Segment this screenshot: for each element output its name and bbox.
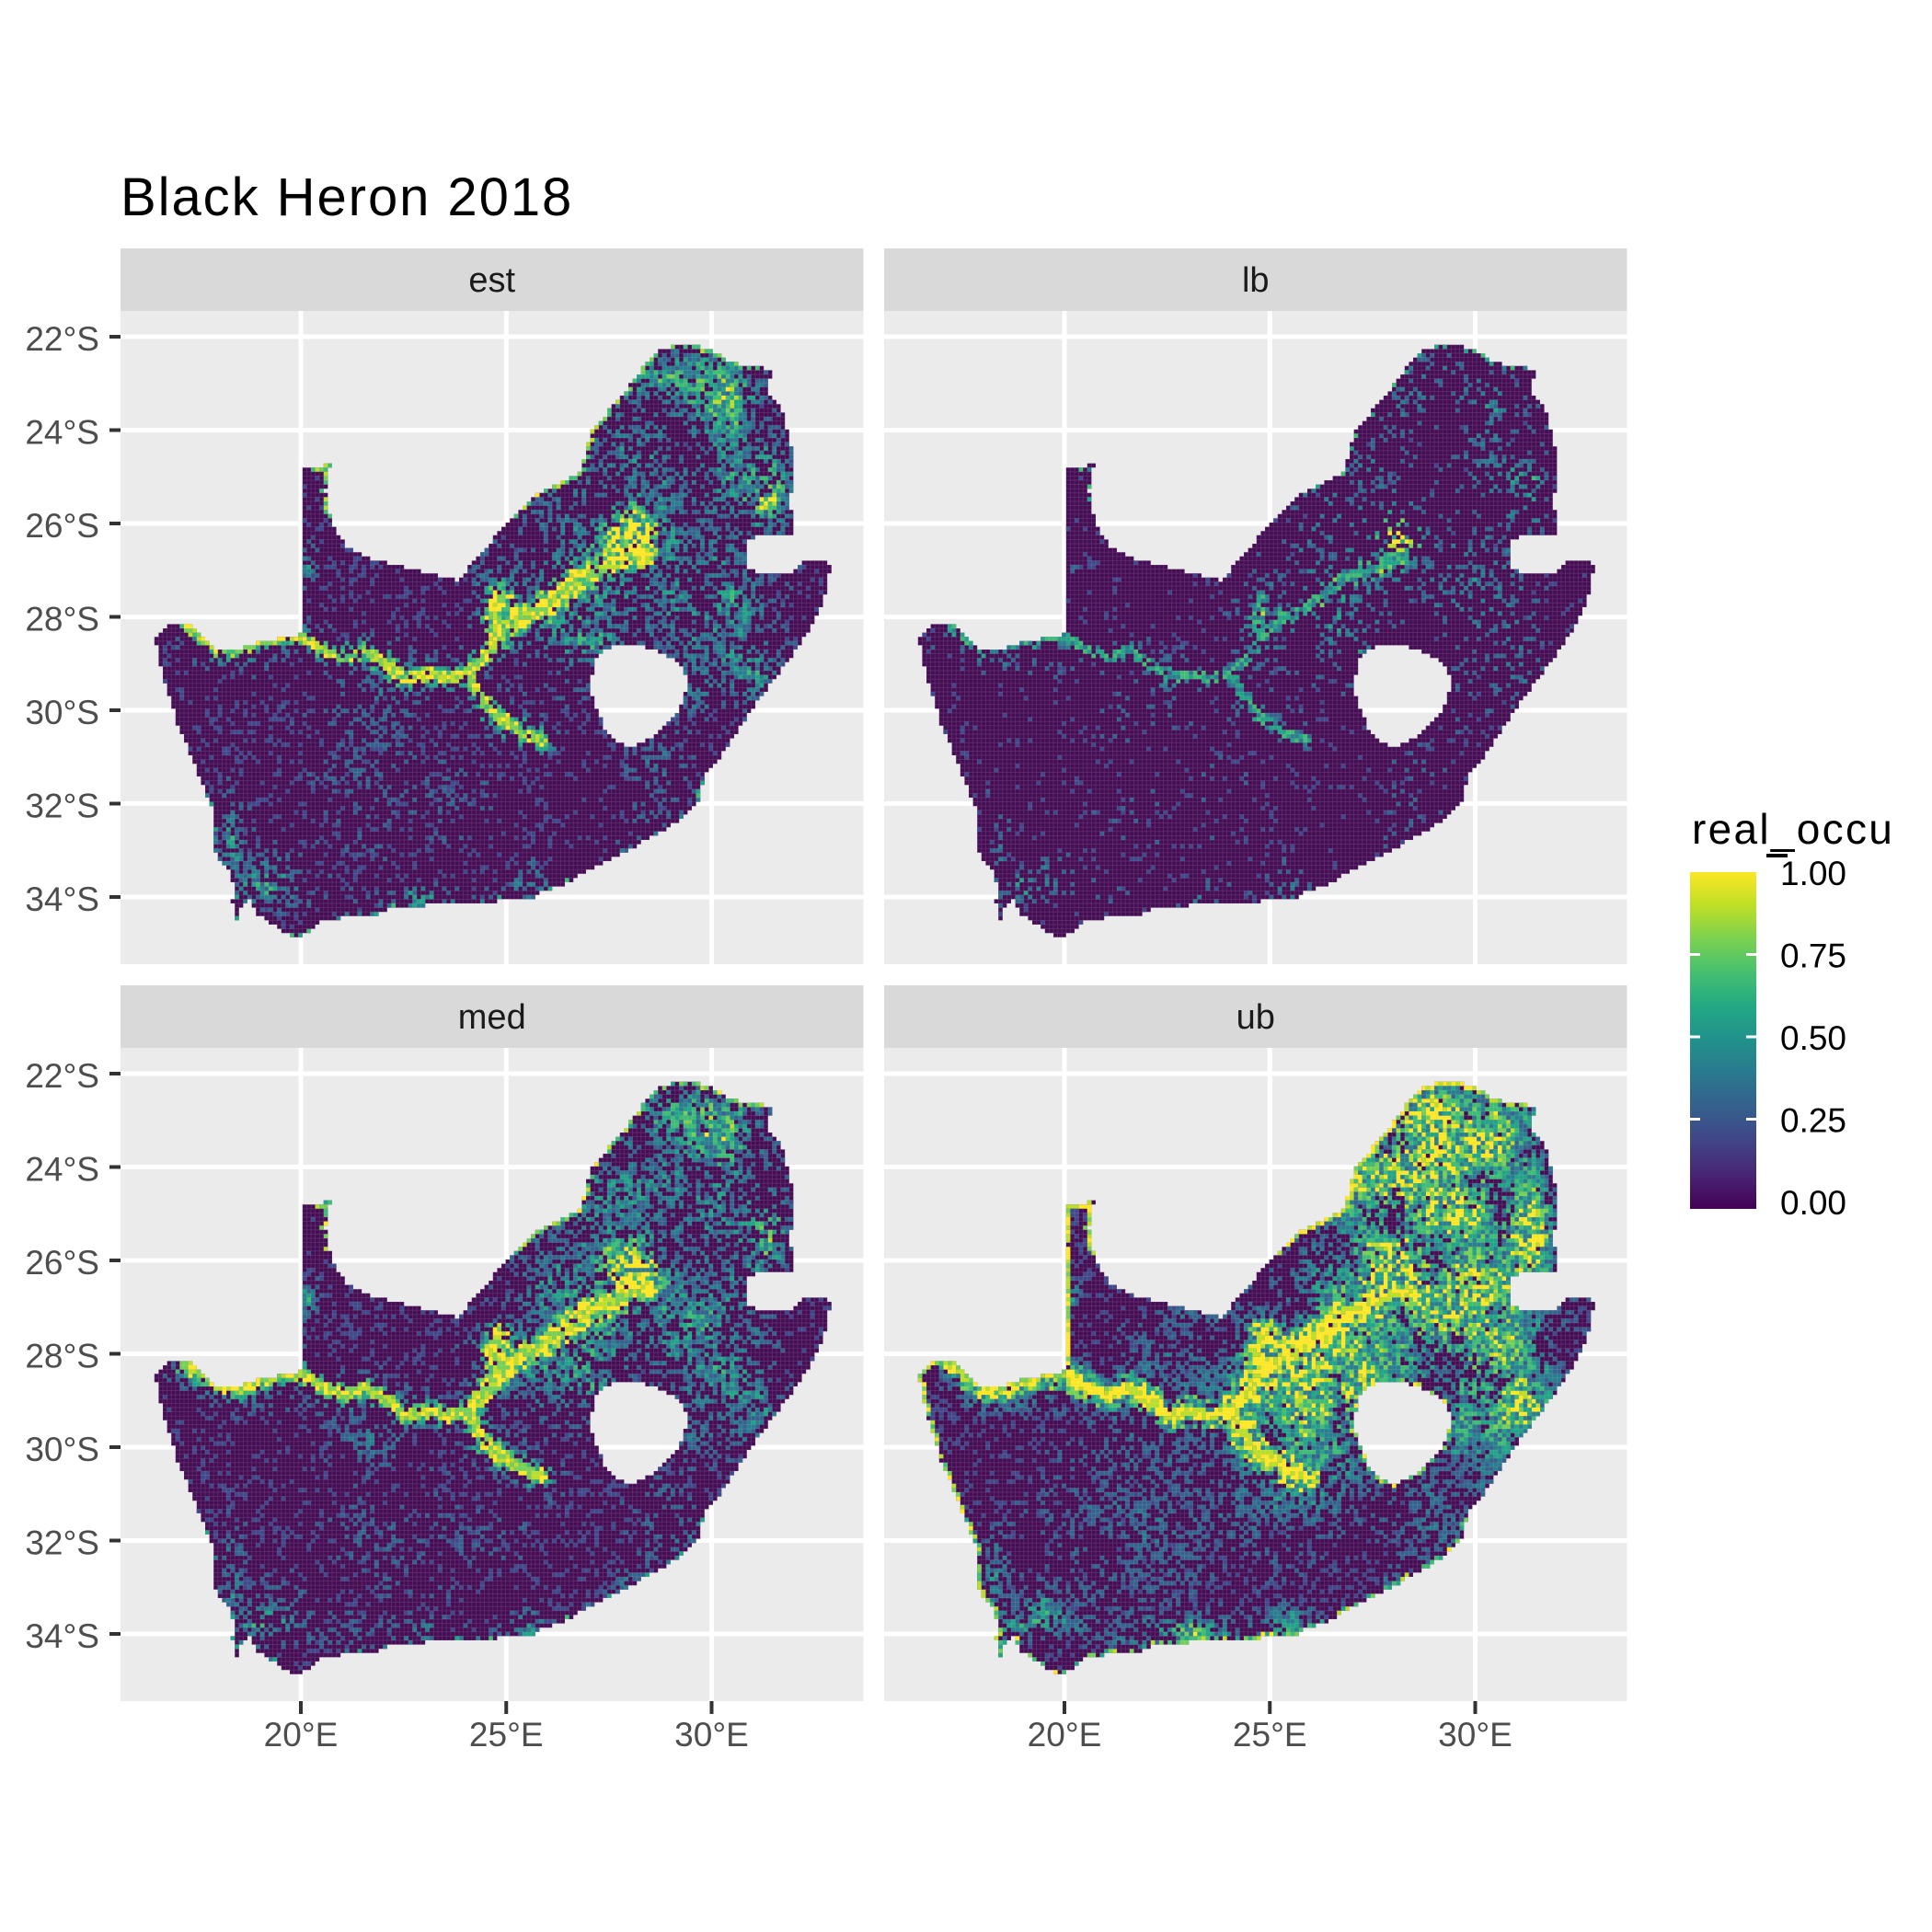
svg-text:ub: ub [1236, 998, 1275, 1037]
svg-text:0.75: 0.75 [1780, 937, 1846, 975]
svg-text:med: med [458, 998, 526, 1037]
svg-text:22°S: 22°S [25, 320, 99, 358]
svg-text:20°E: 20°E [1028, 1716, 1102, 1754]
svg-text:24°S: 24°S [25, 414, 99, 452]
svg-text:0.50: 0.50 [1780, 1019, 1846, 1057]
svg-text:25°E: 25°E [1233, 1716, 1307, 1754]
svg-text:est: est [468, 261, 515, 300]
svg-text:34°S: 34°S [25, 880, 99, 918]
svg-text:30°S: 30°S [25, 694, 99, 731]
svg-text:0.25: 0.25 [1780, 1102, 1846, 1140]
svg-text:32°S: 32°S [25, 1524, 99, 1562]
svg-text:28°S: 28°S [25, 601, 99, 638]
svg-text:26°S: 26°S [25, 1244, 99, 1282]
svg-text:24°S: 24°S [25, 1151, 99, 1189]
svg-text:Black Heron 2018: Black Heron 2018 [121, 167, 573, 227]
svg-text:34°S: 34°S [25, 1617, 99, 1655]
svg-text:lb: lb [1242, 261, 1270, 300]
svg-text:26°S: 26°S [25, 507, 99, 545]
svg-text:32°S: 32°S [25, 788, 99, 825]
svg-text:real_occu: real_occu [1692, 805, 1894, 853]
svg-text:30°E: 30°E [674, 1716, 749, 1754]
svg-text:25°E: 25°E [469, 1716, 544, 1754]
svg-text:20°E: 20°E [264, 1716, 339, 1754]
svg-text:28°S: 28°S [25, 1338, 99, 1375]
svg-text:30°E: 30°E [1438, 1716, 1512, 1754]
svg-text:0.00: 0.00 [1780, 1184, 1846, 1222]
svg-text:30°S: 30°S [25, 1431, 99, 1468]
svg-text:1.00: 1.00 [1780, 855, 1846, 892]
svg-text:22°S: 22°S [25, 1057, 99, 1095]
